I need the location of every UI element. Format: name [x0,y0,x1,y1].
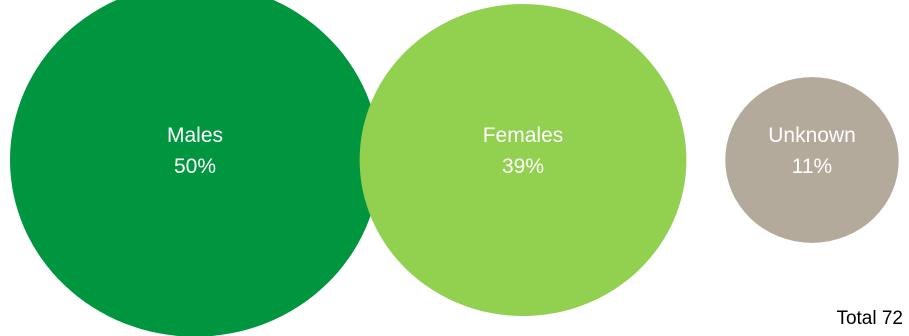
bubble-females: Females 39% [359,3,687,317]
bubble-category-label-males: Males [167,124,223,147]
bubble-males: Males 50% [10,0,380,336]
bubble-value-label-unknown: 11% [792,155,832,178]
bubble-category-label-females: Females [483,124,564,147]
bubble-value-label-males: 50% [174,155,216,178]
bubble-category-label-unknown: Unknown [768,124,856,147]
bubble-unknown: Unknown 11% [725,77,899,243]
total-label: Total 72 [836,308,903,329]
bubble-circle-males [10,0,380,336]
bubble-value-label-females: 39% [502,155,544,178]
bubble-circle-females [359,3,687,317]
bubble-circle-unknown [725,77,899,243]
